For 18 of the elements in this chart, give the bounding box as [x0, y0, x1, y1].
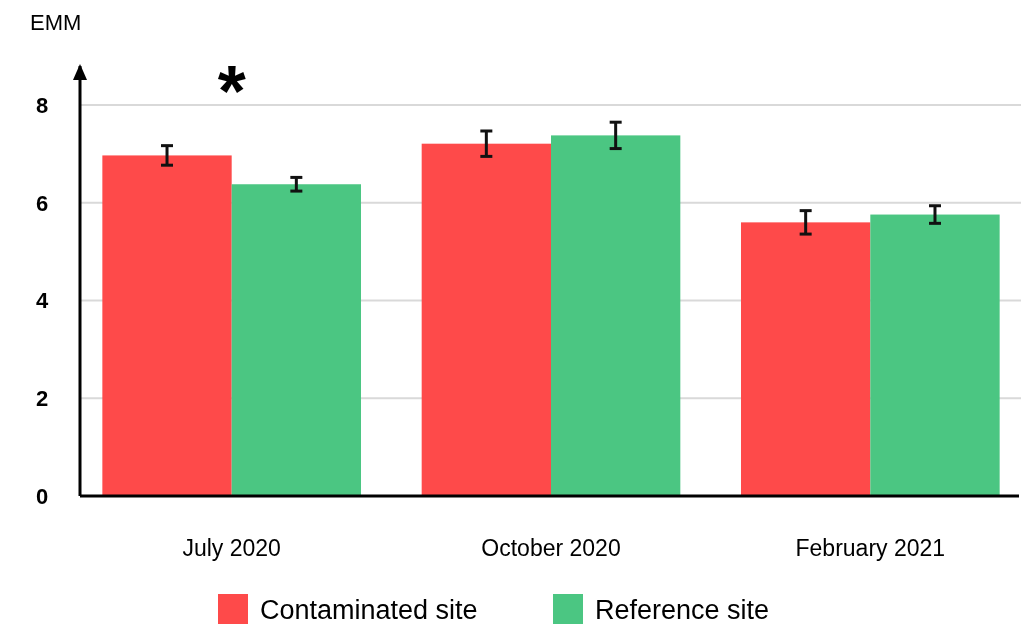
bar: [870, 214, 1000, 496]
y-axis-title: EMM: [30, 10, 82, 35]
y-tick-label: 0: [35, 483, 49, 509]
y-tick-label: 2: [35, 385, 49, 411]
x-tick-label: October 2020: [481, 535, 621, 561]
annotation: *: [217, 51, 246, 132]
x-tick-label: July 2020: [182, 535, 281, 561]
bar: [741, 222, 871, 496]
legend-label: Reference site: [595, 595, 770, 626]
y-tick-label: 8: [35, 92, 49, 118]
legend-label: Contaminated site: [260, 595, 478, 626]
y-tick-label: 4: [35, 288, 49, 314]
y-tick-label: 6: [35, 190, 49, 216]
x-tick-label: February 2021: [795, 535, 946, 561]
bar: [231, 184, 361, 496]
bar: [421, 143, 551, 496]
bar: [102, 155, 232, 496]
bar: [551, 135, 681, 496]
